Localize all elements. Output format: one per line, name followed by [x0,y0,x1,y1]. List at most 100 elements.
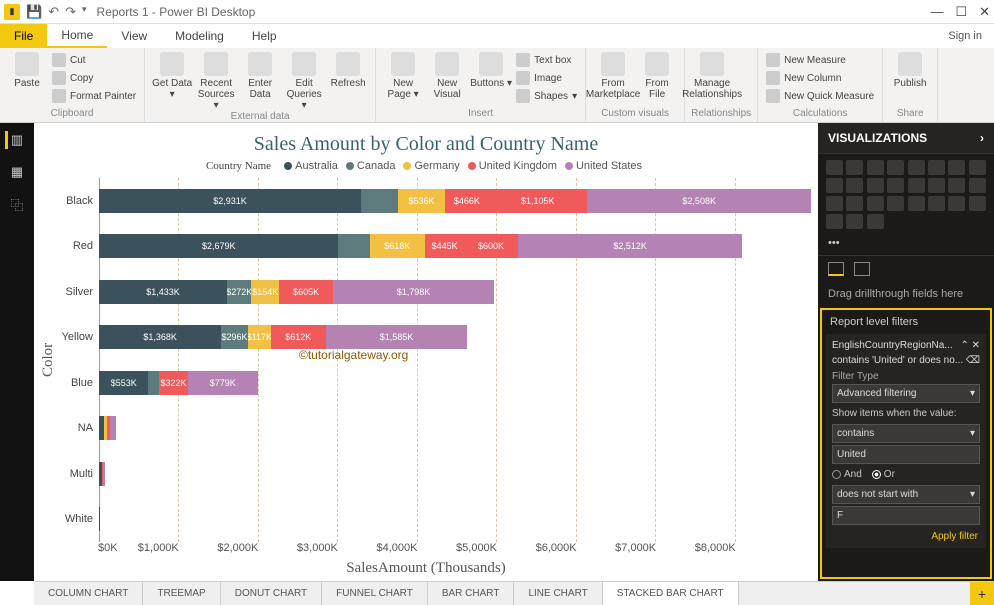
tab-help[interactable]: Help [238,24,291,48]
bar-segment[interactable]: $600K [464,234,518,258]
visual-type-button[interactable] [948,160,965,175]
visual-type-button[interactable] [969,160,986,175]
page-tab[interactable]: BAR CHART [428,582,515,605]
bar-segment[interactable] [338,234,369,258]
new-page-button[interactable]: New Page ▾ [382,50,424,108]
page-tab[interactable]: COLUMN CHART [34,582,143,605]
image-button[interactable]: Image [514,70,579,86]
bar-segment[interactable]: $605K [279,280,333,304]
page-tab[interactable]: LINE CHART [514,582,602,605]
recent-sources-button[interactable]: Recent Sources ▾ [195,50,237,111]
edit-queries-button[interactable]: Edit Queries ▾ [283,50,325,111]
visual-type-button[interactable] [908,160,925,175]
new-column-button[interactable]: New Column [764,70,876,86]
bar-segment[interactable]: $466K [445,189,488,213]
tab-view[interactable]: View [107,24,161,48]
filter-type-select[interactable]: Advanced filtering▾ [832,384,980,403]
visual-type-button[interactable] [826,178,843,193]
bar-segment[interactable]: $2,679K [99,234,338,258]
page-tab[interactable]: DONUT CHART [221,582,322,605]
visual-type-button[interactable] [908,178,925,193]
signin-link[interactable]: Sign in [936,24,994,48]
legend-item[interactable]: Germany [403,160,459,172]
bar-segment[interactable]: $1,585K [326,325,468,349]
bar-segment[interactable] [361,189,398,213]
bar-segment[interactable]: $2,931K [99,189,361,213]
bar-segment[interactable]: $296K [221,325,247,349]
condition2-select[interactable]: does not start with▾ [832,485,980,504]
fields-tab-icon[interactable] [828,262,844,276]
visual-type-button[interactable] [846,160,863,175]
bar-segment[interactable]: $779K [188,371,258,395]
maximize-icon[interactable]: ☐ [955,4,967,20]
visual-type-button[interactable] [867,214,884,229]
publish-button[interactable]: Publish [889,50,931,108]
visual-type-button[interactable] [846,196,863,211]
bar-segment[interactable]: $2,512K [518,234,743,258]
visual-type-button[interactable] [908,196,925,211]
bar-segment[interactable]: $1,368K [99,325,221,349]
visual-type-button[interactable] [867,160,884,175]
visual-type-button[interactable] [826,196,843,211]
copy-button[interactable]: Copy [50,70,138,86]
undo-icon[interactable]: ↶ [48,4,59,20]
apply-filter-link[interactable]: Apply filter [832,527,980,542]
bar-segment[interactable]: $2,508K [587,189,811,213]
collapse-icon[interactable]: ⌃ [960,340,968,351]
add-page-button[interactable]: + [970,582,994,605]
visual-type-button[interactable] [846,178,863,193]
page-tab[interactable]: STACKED BAR CHART [603,582,739,605]
save-icon[interactable]: 💾 [26,4,42,20]
bar-segment[interactable]: $272K [227,280,251,304]
or-radio[interactable]: Or [872,469,895,480]
new-visual-button[interactable]: New Visual [426,50,468,108]
drillthrough-well[interactable]: Drag drillthrough fields here [818,282,994,306]
new-quick-measure-button[interactable]: New Quick Measure [764,88,876,104]
bar-segment[interactable]: $618K [370,234,425,258]
page-tab[interactable]: FUNNEL CHART [322,582,428,605]
bar-segment[interactable]: $445K [425,234,464,258]
paste-button[interactable]: Paste [6,50,48,108]
bar-segment[interactable] [148,371,159,395]
bar-segment[interactable]: $1,105K [488,189,587,213]
data-view-icon[interactable]: ▦ [6,163,28,181]
tab-modeling[interactable]: Modeling [161,24,238,48]
visual-type-button[interactable] [928,196,945,211]
legend-item[interactable]: Canada [346,160,396,172]
bar-segment[interactable] [110,416,115,440]
minimize-icon[interactable]: — [930,4,943,20]
bar-segment[interactable]: $536K [398,189,446,213]
visual-type-button[interactable] [887,178,904,193]
legend-item[interactable]: United States [565,160,642,172]
bar-segment[interactable] [103,462,105,486]
get-data-button[interactable]: Get Data ▾ [151,50,193,111]
file-menu[interactable]: File [0,24,47,48]
clear-filter-icon[interactable]: ✕ [972,340,980,351]
qat-dropdown-icon[interactable]: ▾ [82,4,87,20]
format-painter-button[interactable]: Format Painter [50,88,138,104]
bar-segment[interactable]: $1,798K [333,280,494,304]
tab-home[interactable]: Home [47,24,107,48]
refresh-button[interactable]: Refresh [327,50,369,111]
bar-segment[interactable] [99,507,100,531]
buttons-button[interactable]: Buttons ▾ [470,50,512,108]
visual-type-button[interactable] [846,214,863,229]
from-marketplace-button[interactable]: From Marketplace [592,50,634,108]
shapes-button[interactable]: Shapes ▾ [514,88,579,104]
visualizations-header[interactable]: VISUALIZATIONS› [818,123,994,154]
legend-item[interactable]: United Kingdom [468,160,557,172]
manage-relationships-button[interactable]: Manage Relationships [691,50,733,108]
bar-segment[interactable]: $1,433K [99,280,227,304]
bar-segment[interactable]: $154K [251,280,279,304]
close-icon[interactable]: ✕ [979,4,990,20]
value1-input[interactable]: United [832,445,980,464]
visual-type-button[interactable] [969,178,986,193]
bar-segment[interactable]: $553K [99,371,148,395]
visual-type-button[interactable] [969,196,986,211]
new-measure-button[interactable]: New Measure [764,52,876,68]
redo-icon[interactable]: ↷ [65,4,76,20]
visual-type-button[interactable] [826,160,843,175]
condition1-select[interactable]: contains▾ [832,424,980,443]
visual-type-button[interactable] [948,178,965,193]
visual-type-button[interactable] [887,160,904,175]
